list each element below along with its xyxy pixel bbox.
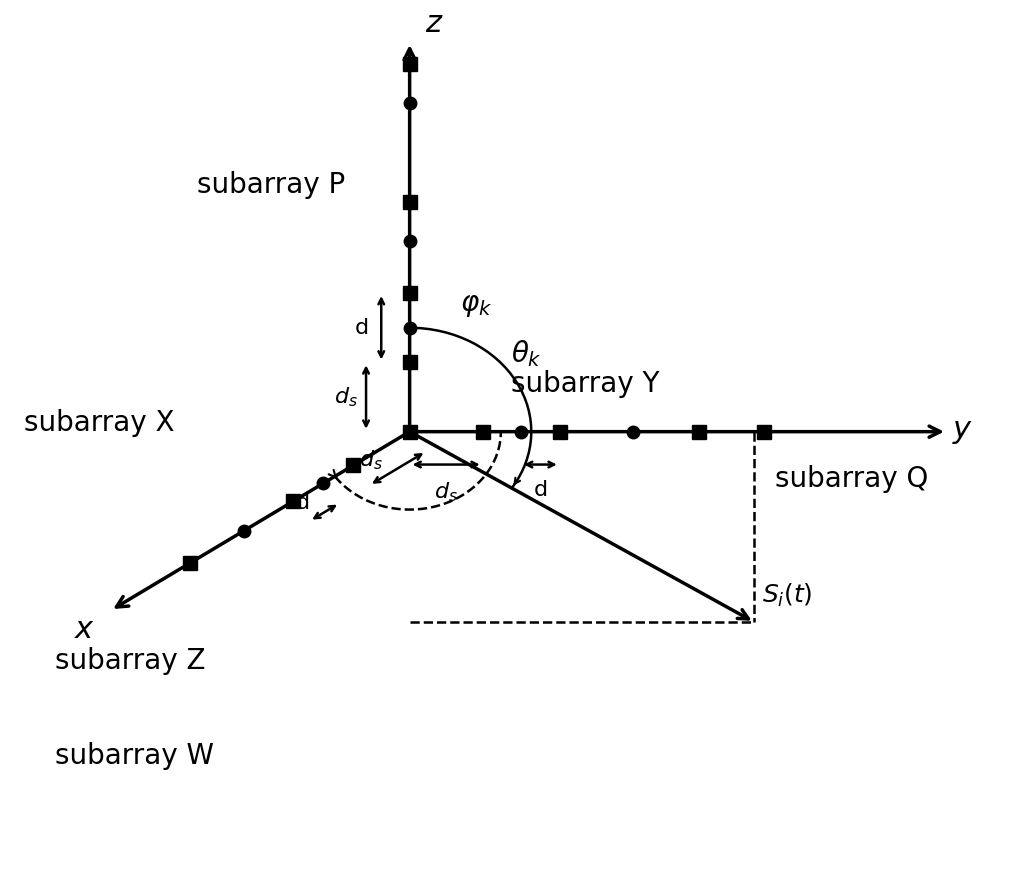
Text: $d_s$: $d_s$ — [334, 385, 358, 408]
Text: d: d — [355, 318, 369, 338]
Text: $x$: $x$ — [75, 615, 95, 644]
Text: $d_s$: $d_s$ — [359, 448, 382, 471]
Text: $S_i(t)$: $S_i(t)$ — [762, 582, 814, 610]
Text: subarray W: subarray W — [55, 742, 214, 770]
Text: $\theta_k$: $\theta_k$ — [511, 338, 542, 369]
Text: $\varphi_k$: $\varphi_k$ — [460, 291, 493, 319]
Text: subarray X: subarray X — [25, 409, 175, 437]
Text: subarray Z: subarray Z — [55, 647, 205, 675]
Text: d: d — [295, 494, 310, 514]
Text: $y$: $y$ — [951, 417, 973, 447]
Text: subarray Q: subarray Q — [775, 465, 928, 494]
Text: $z$: $z$ — [425, 9, 444, 38]
Text: d: d — [533, 480, 548, 500]
Text: $d_s$: $d_s$ — [434, 480, 458, 504]
Text: subarray P: subarray P — [197, 171, 345, 199]
Text: subarray Y: subarray Y — [511, 370, 659, 398]
